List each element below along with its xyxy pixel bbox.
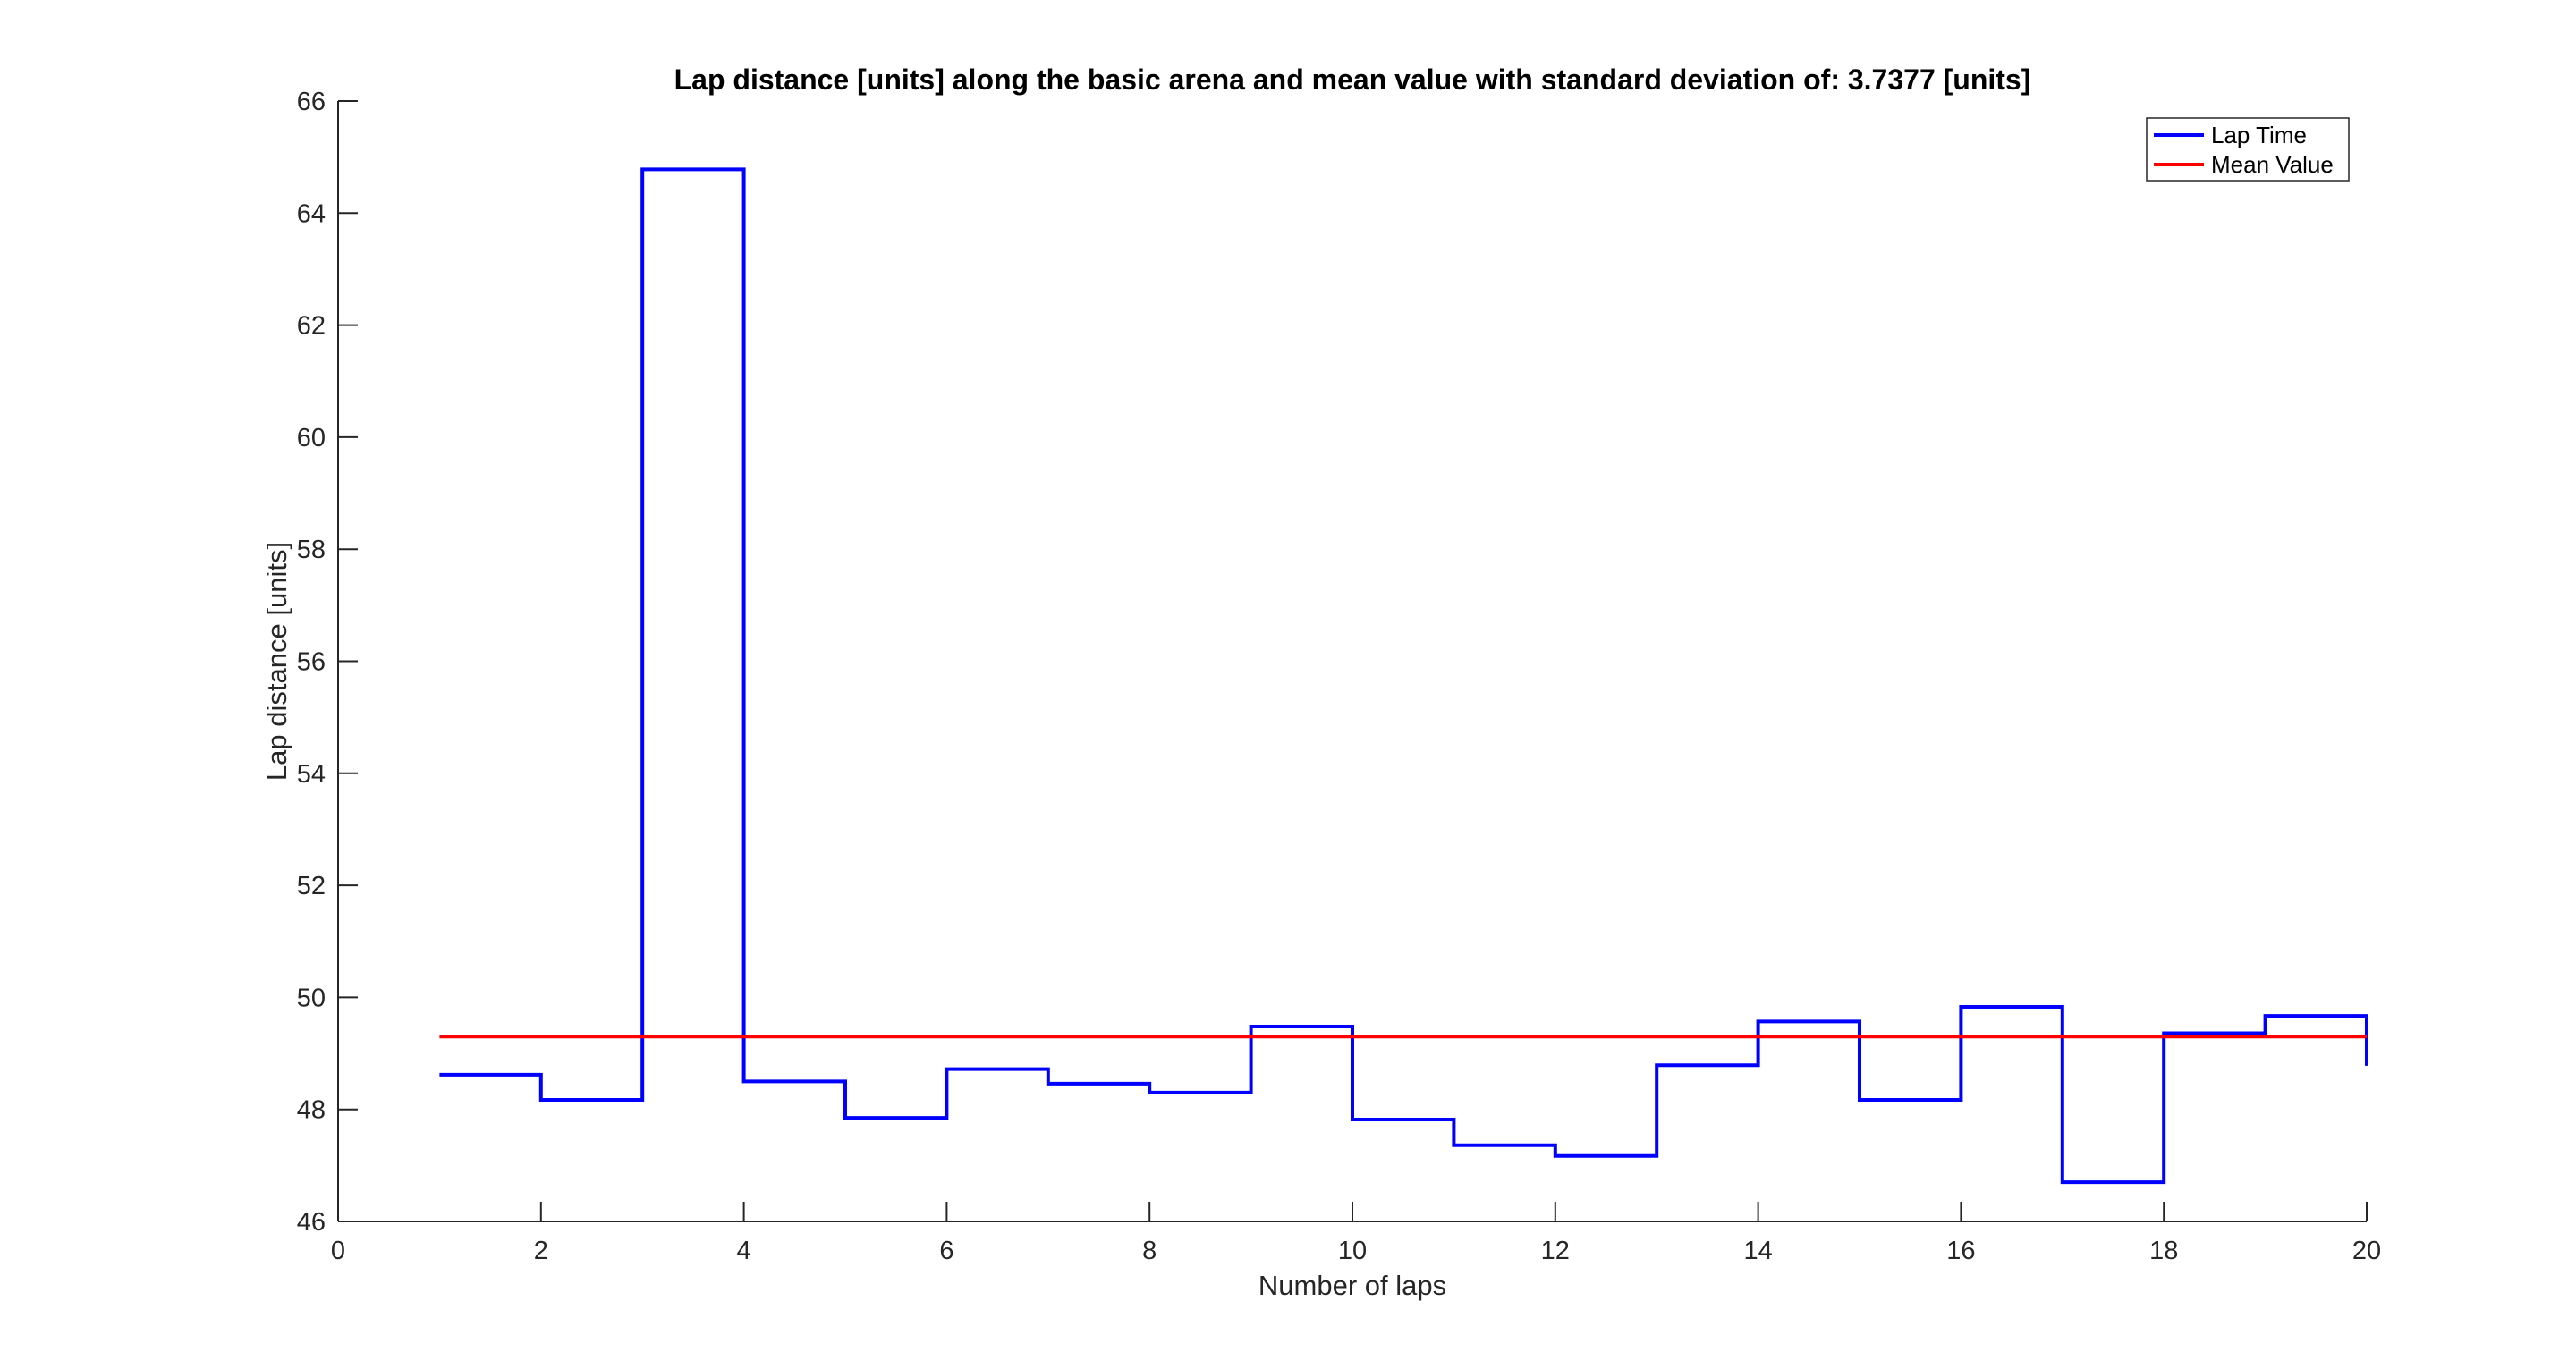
x-tick-label: 16 (1946, 1237, 1975, 1265)
x-axis-label: Number of laps (1258, 1270, 1446, 1301)
legend: Lap Time Mean Value (2146, 117, 2350, 182)
y-tick-label: 54 (297, 760, 326, 789)
x-tick-label: 0 (331, 1237, 345, 1265)
y-axis-label: Lap distance [units] (261, 542, 292, 781)
y-tick-label: 58 (297, 536, 326, 564)
x-tick-label: 6 (939, 1237, 953, 1265)
chart-title: Lap distance [units] along the basic are… (674, 63, 2031, 96)
x-tick-label: 2 (534, 1237, 548, 1265)
legend-label: Mean Value (2211, 151, 2334, 178)
y-tick-label: 56 (297, 648, 326, 677)
legend-box (2146, 117, 2350, 182)
x-tick-label: 14 (1743, 1237, 1772, 1265)
series-line (439, 167, 2368, 1185)
x-tick-label: 12 (1541, 1237, 1570, 1265)
x-tick-label: 20 (2352, 1237, 2381, 1265)
y-tick-label: 64 (297, 199, 326, 228)
legend-label: Lap Time (2211, 122, 2307, 148)
y-tick-label: 62 (297, 312, 326, 341)
x-tick-label: 10 (1338, 1237, 1367, 1265)
y-tick-label: 50 (297, 984, 326, 1012)
x-tick-label: 4 (737, 1237, 751, 1265)
y-tick-label: 60 (297, 424, 326, 452)
y-tick-label: 46 (297, 1208, 326, 1237)
series-lap-time (439, 167, 2368, 1185)
y-tick-label: 66 (297, 88, 326, 116)
x-tick-label: 8 (1142, 1237, 1157, 1265)
y-tick-label: 52 (297, 872, 326, 900)
y-tick-label: 48 (297, 1096, 326, 1125)
series-layer (439, 167, 2368, 1185)
x-tick-label: 18 (2149, 1237, 2178, 1265)
